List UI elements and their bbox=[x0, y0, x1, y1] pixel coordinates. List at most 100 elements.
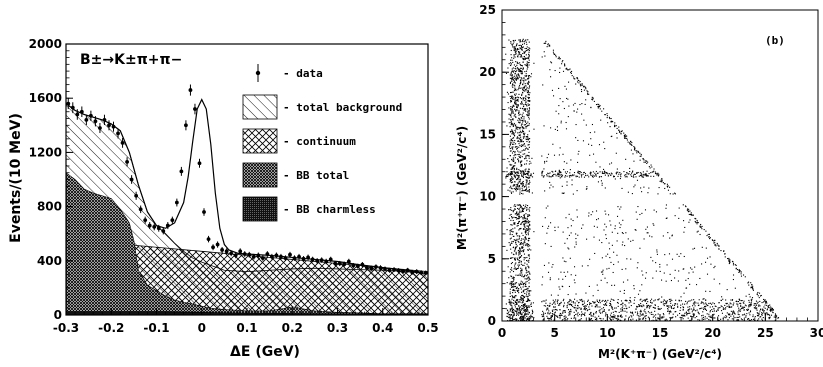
scatter-point bbox=[582, 224, 584, 226]
scatter-point bbox=[525, 75, 528, 77]
scatter-point bbox=[746, 309, 748, 311]
scatter-point bbox=[614, 178, 616, 180]
scatter-point bbox=[512, 178, 514, 180]
scatter-point bbox=[749, 303, 752, 305]
scatter-point bbox=[518, 264, 520, 266]
scatter-point bbox=[522, 77, 524, 79]
scatter-point bbox=[519, 170, 521, 172]
scatter-point bbox=[518, 70, 520, 72]
scatter-point bbox=[568, 312, 570, 314]
scatter-point bbox=[525, 156, 527, 158]
data-point bbox=[355, 263, 360, 269]
scatter-point bbox=[575, 310, 578, 312]
scatter-point bbox=[699, 319, 701, 321]
scatter-point bbox=[529, 174, 531, 177]
scatter-point bbox=[604, 304, 606, 306]
scatter-point bbox=[509, 164, 511, 166]
scatter-point bbox=[521, 127, 523, 129]
scatter-point bbox=[511, 59, 513, 61]
data-point bbox=[174, 198, 179, 207]
scatter-point bbox=[522, 68, 524, 70]
scatter-point bbox=[609, 314, 612, 316]
scatter-point bbox=[570, 218, 572, 220]
scatter-point bbox=[514, 291, 516, 293]
scatter-point bbox=[519, 157, 522, 159]
scatter-point bbox=[527, 49, 529, 51]
scatter-point bbox=[575, 313, 577, 316]
scatter-point bbox=[643, 174, 646, 176]
scatter-point bbox=[642, 171, 644, 173]
scatter-point bbox=[523, 87, 526, 89]
scatter-point bbox=[625, 135, 627, 137]
scatter-point bbox=[577, 78, 579, 80]
scatter-point bbox=[519, 44, 521, 46]
scatter-point bbox=[513, 39, 515, 42]
scatter-point bbox=[527, 183, 529, 185]
scatter-point bbox=[520, 102, 522, 105]
scatter-point bbox=[605, 213, 607, 215]
scatter-point bbox=[509, 179, 512, 181]
scatter-point bbox=[528, 290, 530, 292]
scatter-point bbox=[591, 96, 593, 98]
data-point bbox=[410, 269, 415, 275]
scatter-point bbox=[758, 318, 760, 320]
scatter-point bbox=[612, 121, 614, 123]
scatter-point bbox=[511, 57, 513, 59]
scatter-point bbox=[758, 304, 760, 306]
scatter-point bbox=[726, 305, 728, 307]
scatter-point bbox=[599, 300, 601, 302]
scatter-point bbox=[547, 307, 549, 309]
scatter-point bbox=[511, 74, 513, 76]
scatter-point bbox=[742, 306, 744, 308]
scatter-point bbox=[526, 63, 528, 65]
scatter-point bbox=[714, 239, 716, 242]
scatter-point bbox=[508, 217, 510, 219]
scatter-point bbox=[523, 81, 525, 83]
scatter-point bbox=[630, 318, 632, 321]
scatter-point bbox=[737, 316, 739, 318]
scatter-point bbox=[513, 185, 515, 187]
scatter-point bbox=[669, 186, 671, 188]
scatter-point bbox=[522, 242, 524, 244]
scatter-point bbox=[511, 181, 514, 183]
scatter-point bbox=[528, 188, 530, 191]
scatter-point bbox=[547, 271, 550, 273]
scatter-point bbox=[522, 58, 524, 60]
scatter-point bbox=[696, 315, 698, 318]
scatter-point bbox=[516, 146, 518, 148]
scatter-point bbox=[528, 191, 530, 193]
scatter-point bbox=[525, 172, 527, 175]
scatter-point bbox=[672, 316, 674, 318]
scatter-point bbox=[515, 131, 517, 133]
scatter-point bbox=[515, 77, 517, 79]
scatter-point bbox=[763, 298, 765, 301]
scatter-point bbox=[708, 233, 711, 235]
scatter-point bbox=[701, 301, 703, 303]
scatter-point bbox=[644, 173, 646, 175]
scatter-point bbox=[598, 239, 600, 241]
scatter-point bbox=[562, 311, 564, 313]
scatter-point bbox=[521, 45, 523, 48]
scatter-point bbox=[570, 225, 572, 227]
scatter-point bbox=[517, 172, 519, 174]
scatter-point bbox=[706, 257, 709, 259]
scatter-point bbox=[587, 299, 589, 301]
scatter-point bbox=[522, 119, 524, 121]
scatter-point bbox=[670, 305, 672, 308]
scatter-point bbox=[528, 171, 530, 173]
scatter-point bbox=[514, 208, 516, 210]
scatter-point bbox=[546, 160, 548, 162]
scatter-point bbox=[584, 86, 586, 88]
scatter-point bbox=[522, 204, 525, 206]
scatter-point bbox=[512, 241, 515, 243]
scatter-point bbox=[519, 311, 521, 313]
scatter-point bbox=[574, 302, 576, 304]
scatter-point bbox=[510, 150, 512, 152]
scatter-point bbox=[679, 316, 681, 319]
scatter-point bbox=[689, 308, 691, 310]
scatter-point bbox=[573, 311, 575, 313]
scatter-point bbox=[509, 302, 511, 304]
scatter-point bbox=[587, 174, 589, 176]
scatter-point bbox=[526, 256, 528, 259]
